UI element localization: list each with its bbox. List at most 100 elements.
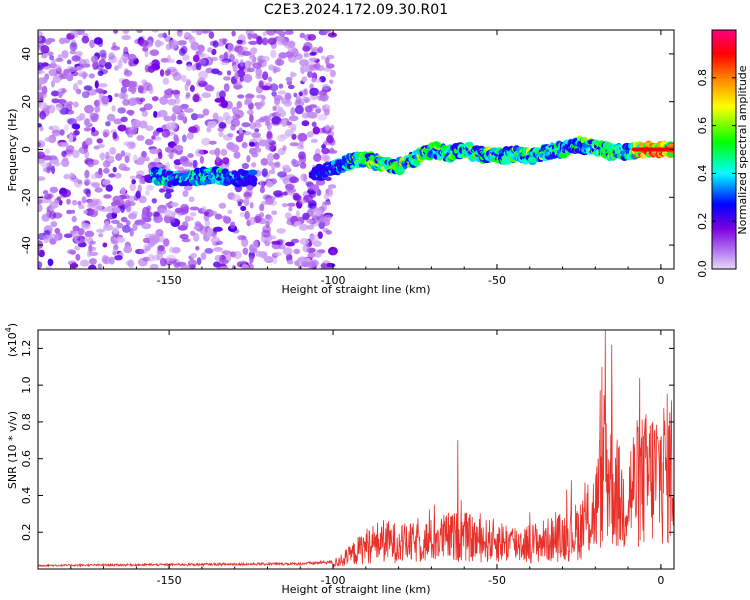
noise-blob [251,132,261,139]
noise-blob [149,49,160,56]
noise-blob [102,179,111,186]
colorbar-gradient [711,29,737,270]
noise-blob [157,33,165,38]
noise-blob [124,68,129,75]
noise-blob [220,259,229,265]
noise-blob [247,32,253,40]
noise-blob [271,240,281,245]
noise-blob [218,122,227,129]
noise-blob [227,209,233,214]
noise-blob [147,253,155,262]
noise-blob [141,110,148,117]
noise-blob [258,139,269,147]
signal-blob [350,164,356,169]
noise-blob [252,136,263,141]
noise-blob [264,120,270,126]
noise-blob [121,34,131,41]
noise-blob [197,77,206,84]
noise-blob [261,168,268,177]
noise-blob [97,70,104,77]
noise-blob [137,156,145,166]
spectrogram-y-tick-label: -40 [20,236,33,254]
noise-blob [214,147,221,157]
noise-blob [303,173,308,183]
noise-blob [319,154,330,162]
noise-blob [227,133,234,138]
noise-blob [269,113,277,118]
noise-blob [142,237,151,244]
noise-blob [299,32,305,39]
noise-blob [307,260,317,269]
noise-blob [314,210,322,217]
spectrogram-y-tick-label: 20 [20,95,33,109]
noise-blob [272,105,277,112]
noise-blob [321,147,330,155]
noise-blob [298,256,308,262]
noise-blob [121,86,126,91]
noise-blob [127,195,136,203]
noise-blob [179,155,189,162]
noise-blob [55,57,64,63]
noise-blob [291,238,300,244]
noise-blob [220,60,230,66]
colorbar-tick-label: 0.6 [696,117,709,135]
noise-blob [38,91,44,100]
noise-blob [144,138,154,146]
noise-blob [58,91,63,99]
noise-blob [267,76,273,83]
noise-blob [167,68,172,75]
noise-blob [310,138,318,143]
noise-blob [267,215,273,224]
noise-blob [317,46,324,54]
noise-blob [138,248,148,254]
noise-blob [230,118,241,127]
noise-blob [290,127,297,132]
noise-blob [114,200,121,206]
noise-blob [163,209,173,217]
noise-blob [307,203,317,210]
noise-blob [185,92,191,98]
noise-blob [236,39,243,45]
noise-blob [83,85,93,91]
noise-blob [291,158,297,165]
noise-blob [159,69,165,77]
snr-y-tick-label: 0.4 [20,487,33,505]
noise-blob [261,85,271,91]
noise-blob [182,190,189,198]
noise-blob [170,41,181,46]
noise-blob [155,229,164,237]
noise-blob [141,150,147,159]
noise-blob [289,176,300,184]
noise-blob [146,184,154,191]
noise-blob [110,45,121,51]
noise-blob [135,97,141,102]
noise-blob [242,131,252,136]
noise-blob [244,98,250,106]
noise-blob [234,71,239,80]
noise-blob [287,84,295,90]
noise-blob [63,173,70,180]
noise-blob [302,243,311,253]
noise-blob [120,150,126,157]
noise-blob [81,196,87,204]
noise-blob [277,30,285,35]
noise-blob [145,125,154,131]
snr-x-tick-label: -150 [157,574,182,587]
noise-blob [83,118,90,127]
noise-blob [285,50,295,59]
snr-y-scale-close: ) [6,323,19,327]
noise-blob [40,161,50,168]
noise-blob [218,102,227,107]
snr-frame [37,329,675,570]
noise-blob [55,103,63,111]
noise-blob [122,224,131,233]
noise-blob [127,53,137,62]
noise-blob [120,216,128,223]
noise-blob [285,212,292,220]
noise-blob [321,83,330,90]
noise-blob [314,251,322,258]
spectrogram-y-tick-label: 0 [20,146,33,153]
noise-blob [63,68,70,75]
noise-blob [117,107,126,114]
